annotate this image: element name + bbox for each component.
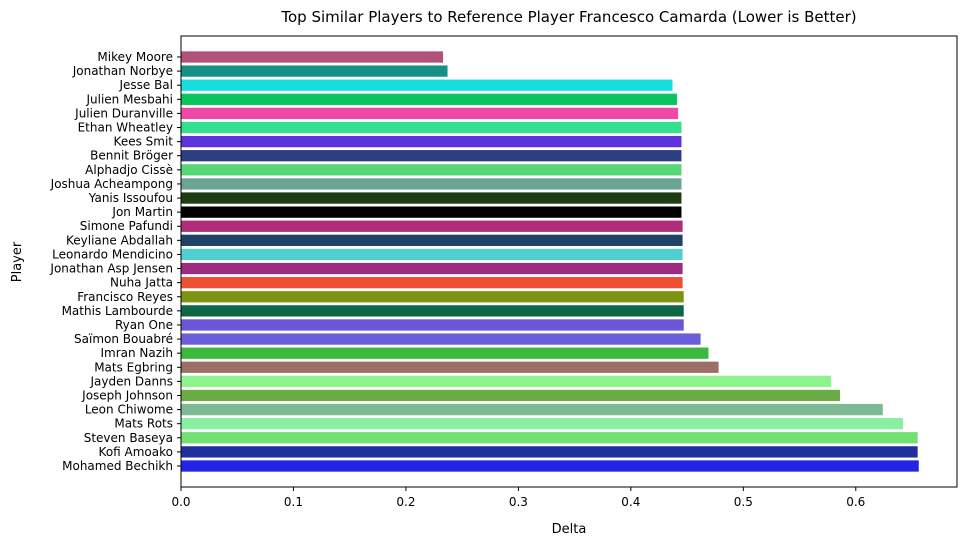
bar xyxy=(181,347,709,359)
x-tick-label: 0.0 xyxy=(171,495,190,509)
bar xyxy=(181,51,444,63)
bar xyxy=(181,65,448,77)
category-label: Saïmon Bouabré xyxy=(74,332,173,346)
x-ticks: 0.0 0.1 0.2 0.3 0.4 0.5 0.6 xyxy=(171,487,865,509)
x-tick-label: 0.5 xyxy=(734,495,753,509)
category-label: Simone Pafundi xyxy=(80,219,173,233)
category-label: Leonardo Mendicino xyxy=(52,247,173,261)
bar xyxy=(181,291,684,303)
bar xyxy=(181,164,682,176)
x-tick-label: 0.3 xyxy=(509,495,528,509)
plot-frame xyxy=(180,35,958,488)
category-label: Kofi Amoako xyxy=(99,445,173,459)
category-label: Jon Martin xyxy=(111,205,173,219)
x-tick-label: 0.1 xyxy=(284,495,303,509)
bar xyxy=(181,150,682,162)
category-label: Imran Nazih xyxy=(100,346,173,360)
bar xyxy=(181,121,682,134)
category-label: Yanis Issoufou xyxy=(88,191,173,205)
category-label: Jayden Danns xyxy=(90,374,173,388)
category-label: Mathis Lambourde xyxy=(62,304,173,318)
category-label: Mats Rots xyxy=(114,417,173,431)
category-label: Mohamed Bechikh xyxy=(62,459,173,473)
category-label: Joseph Johnson xyxy=(81,388,173,402)
category-label: Steven Baseya xyxy=(84,431,173,445)
category-label: Julien Duranville xyxy=(74,106,173,120)
bar xyxy=(181,319,684,331)
bar xyxy=(181,333,701,345)
bar xyxy=(181,262,683,275)
bar xyxy=(181,375,832,388)
bars-layer xyxy=(181,51,919,472)
bar xyxy=(181,460,919,472)
bar xyxy=(181,418,904,430)
x-tick-label: 0.2 xyxy=(396,495,415,509)
bar xyxy=(181,79,673,91)
bar xyxy=(181,361,719,373)
category-label: Kees Smit xyxy=(114,135,174,149)
chart-title: Top Similar Players to Reference Player … xyxy=(280,8,856,26)
category-label: Joshua Acheampong xyxy=(50,177,173,191)
x-tick-label: 0.4 xyxy=(621,495,640,509)
category-label: Mikey Moore xyxy=(97,50,173,64)
category-label: Jesse Bal xyxy=(118,78,173,92)
bar xyxy=(181,446,918,458)
category-label: Francisco Reyes xyxy=(77,290,173,304)
category-label: Ethan Wheatley xyxy=(78,121,173,135)
category-label: Bennit Bröger xyxy=(90,149,173,163)
category-label: Ryan One xyxy=(115,318,173,332)
x-axis-label: Delta xyxy=(552,522,587,537)
bar xyxy=(181,234,683,246)
category-label: Jonathan Norbye xyxy=(72,64,173,78)
bar xyxy=(181,389,841,402)
category-label: Leon Chiwome xyxy=(85,403,173,417)
category-label: Nuha Jatta xyxy=(110,276,173,290)
bar xyxy=(181,305,684,317)
category-label: Jonathan Asp Jensen xyxy=(49,262,173,276)
category-label: Alphadjo Cissè xyxy=(85,163,173,177)
bar xyxy=(181,432,918,444)
bar xyxy=(181,192,682,204)
bar xyxy=(181,107,679,120)
category-label: Keyliane Abdallah xyxy=(66,233,173,247)
bar xyxy=(181,93,677,105)
category-label: Mats Egbring xyxy=(94,360,173,374)
bar xyxy=(181,220,683,232)
x-tick-label: 0.6 xyxy=(846,495,865,509)
bar xyxy=(181,277,683,289)
bar xyxy=(181,135,682,148)
bar xyxy=(181,178,682,190)
bar xyxy=(181,403,883,416)
y-axis-label: Player xyxy=(10,241,25,282)
bar xyxy=(181,206,682,218)
category-label: Julien Mesbahi xyxy=(85,92,173,106)
bar xyxy=(181,248,683,261)
